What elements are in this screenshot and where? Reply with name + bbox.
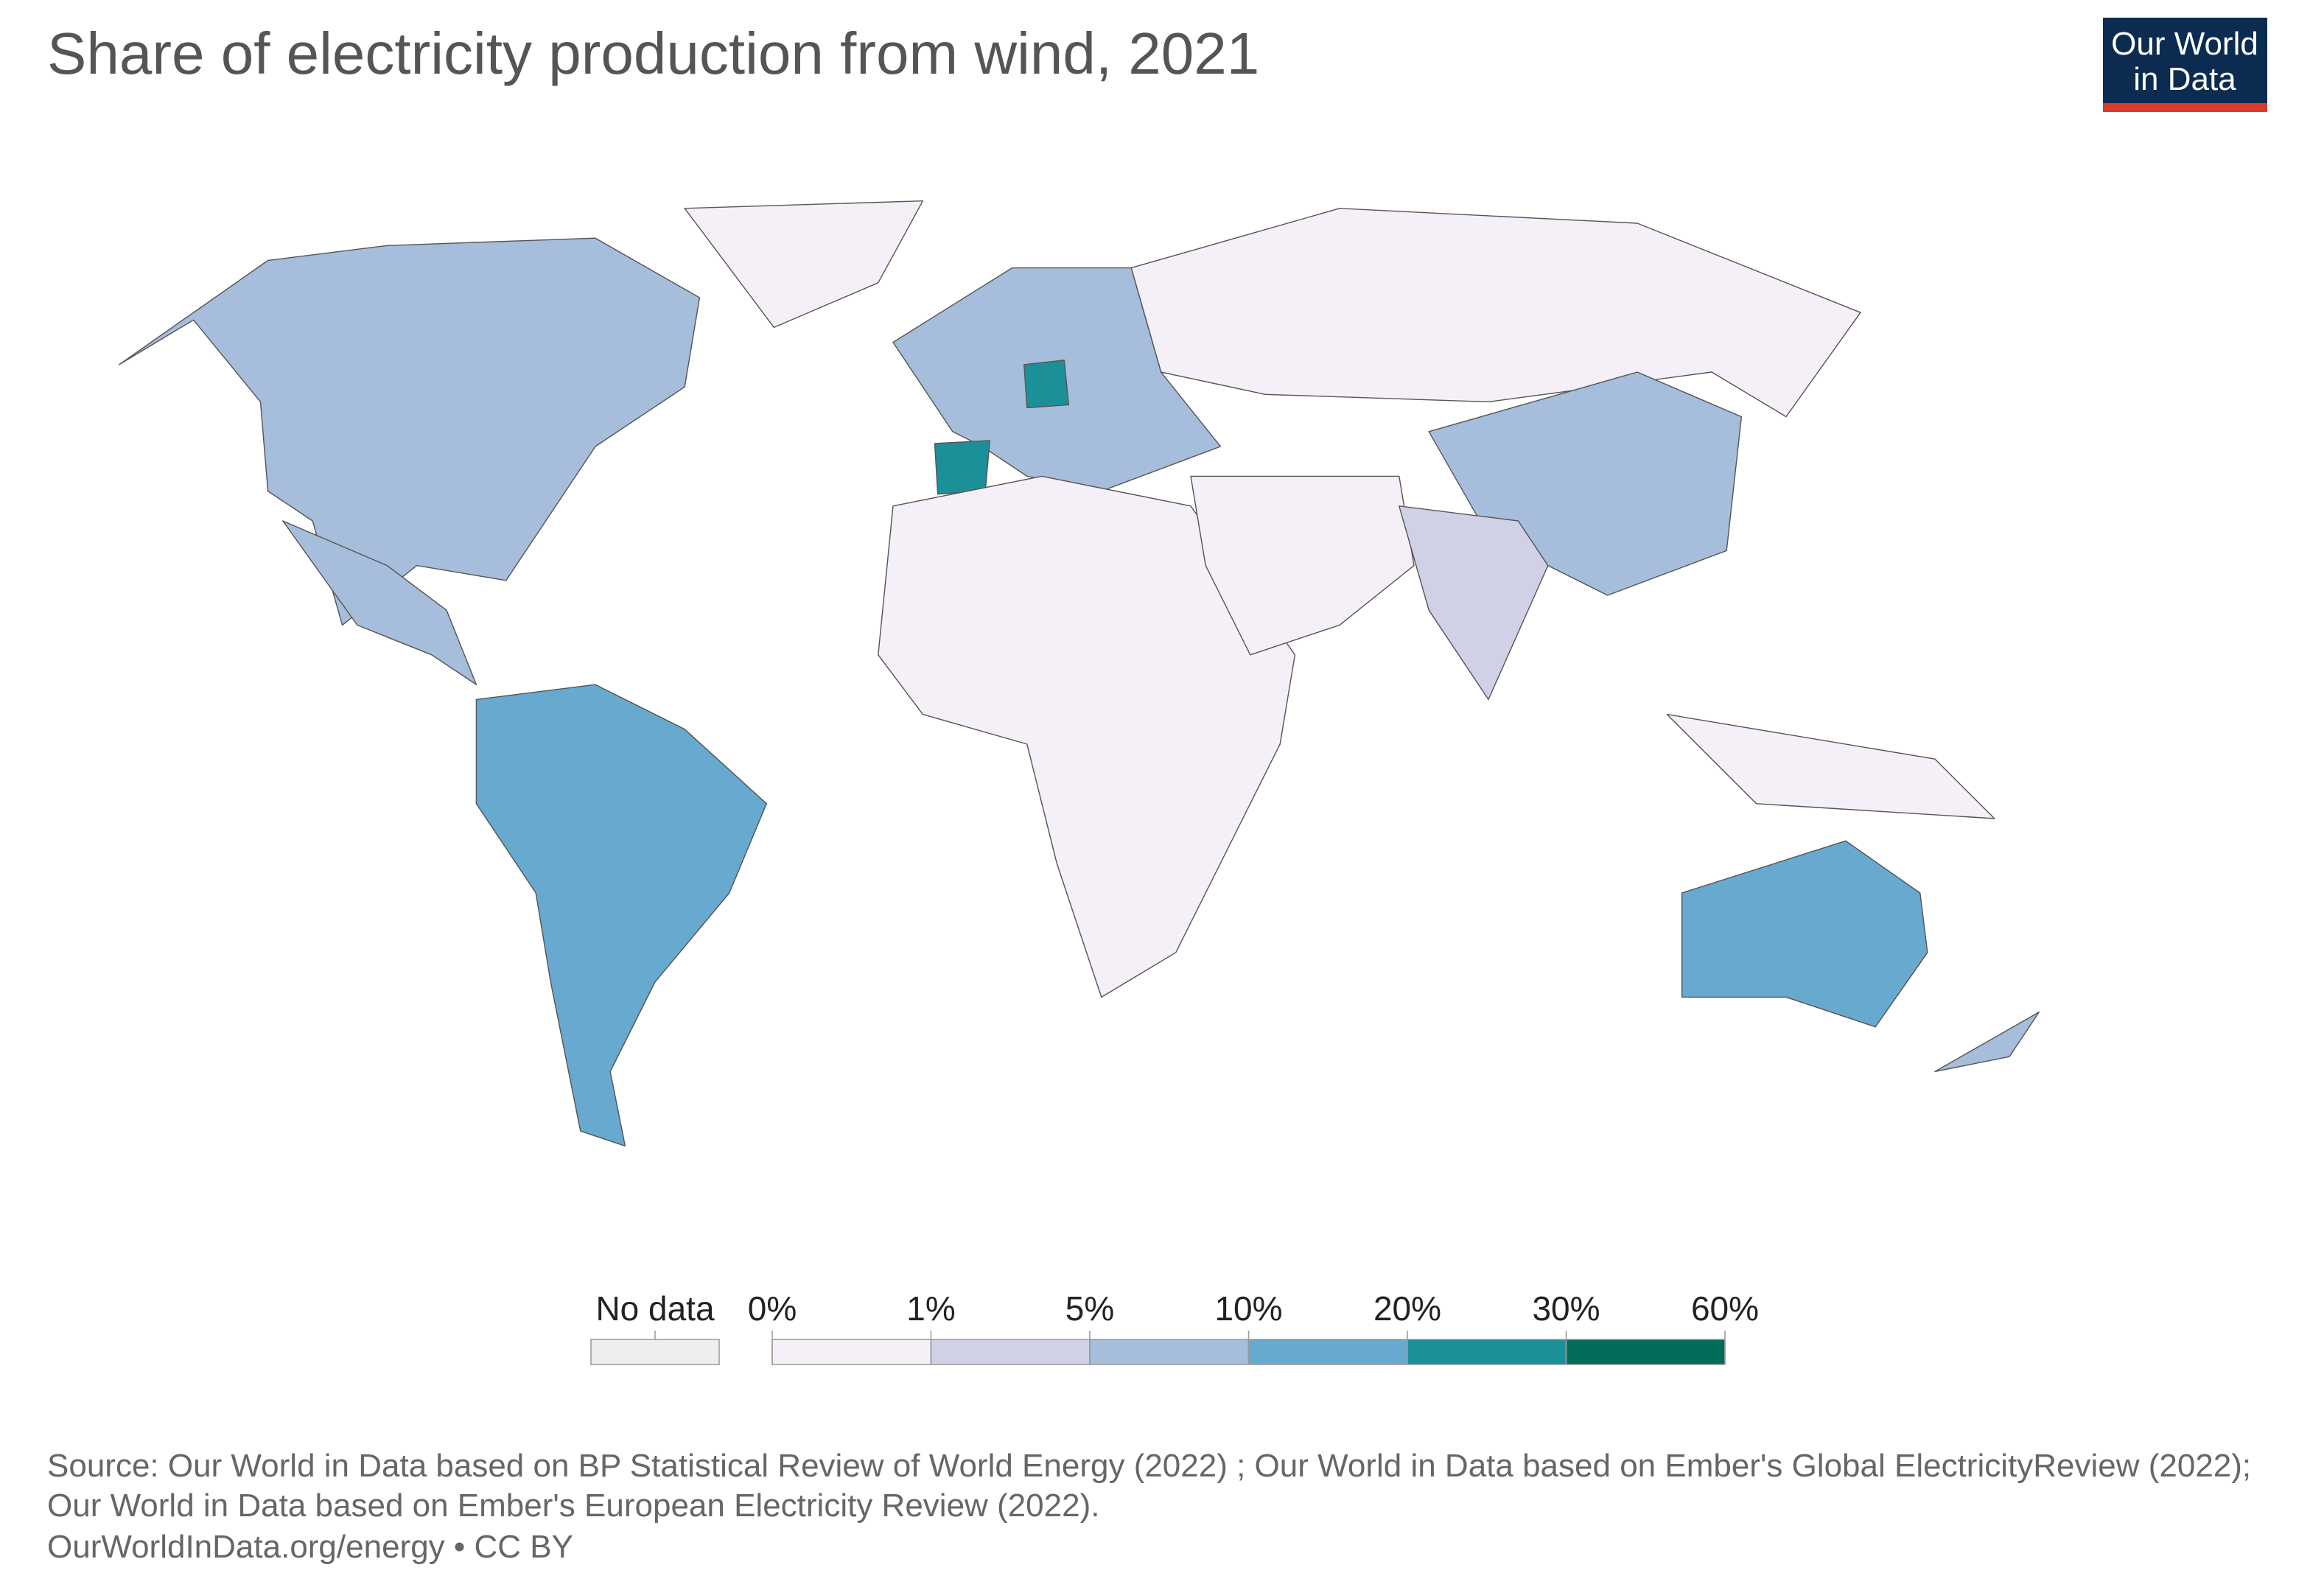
legend-tick-label: 1% [906,1289,955,1328]
central-america [282,520,477,685]
map [118,200,2040,1147]
india [1399,505,1549,701]
legend-bin [1247,1339,1408,1365]
legend-bin [1407,1339,1567,1365]
no-data-swatch [590,1339,720,1365]
middle-east [1190,475,1415,656]
source: Source: Our World in Data based on BP St… [47,1448,2251,1484]
new-zealand [1934,1011,2040,1073]
source: Our World in Data based on Ember's Europ… [47,1488,1099,1524]
legend-tick-label: 0% [748,1289,797,1328]
germany [1023,360,1070,409]
iberia [934,440,991,495]
legend-bin [771,1339,932,1365]
greenland [684,200,924,329]
legend-tick-label: 30% [1532,1289,1600,1328]
logo-box [2103,18,2267,112]
south-america [475,684,768,1147]
legend-tick-label: 5% [1065,1289,1114,1328]
logo: Our World in Data [2103,18,2267,112]
title: Share of electricity production from win… [47,21,1259,86]
legend-bin [1565,1339,1726,1365]
southeast-asia [1666,713,1995,819]
legend-bin [1089,1339,1250,1365]
legend-bin [930,1339,1091,1365]
legend-tick-label: 60% [1691,1289,1759,1328]
legend: No data 0% 1% 5% 10% 20% 30% 60% [590,1289,1759,1365]
australia [1681,840,1928,1028]
legend-tick-label: 20% [1373,1289,1441,1328]
africa [878,475,1296,998]
russia [1130,208,1861,418]
legend-tick-label: 10% [1214,1289,1282,1328]
north-america [118,237,701,626]
source: OurWorldInData.org/energy • CC BY [47,1529,573,1565]
no-data-label: No data [595,1289,715,1328]
logo-text: Our World [2111,26,2258,62]
logo-text: in Data [2133,61,2236,97]
logo-bar [2103,103,2267,112]
